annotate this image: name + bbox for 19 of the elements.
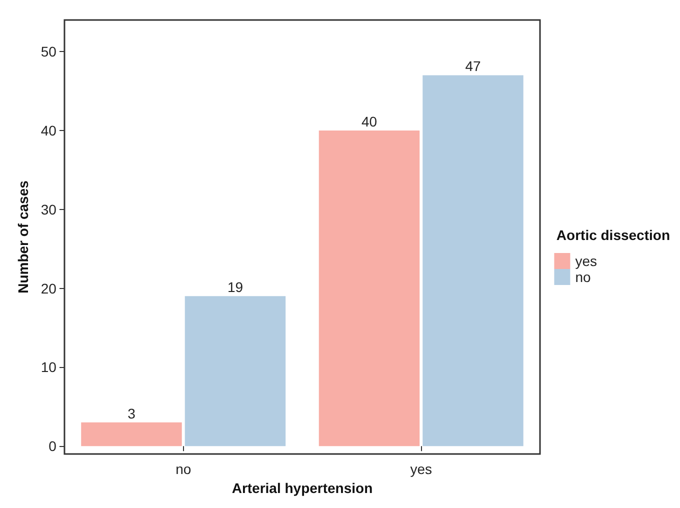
bar bbox=[184, 296, 286, 446]
data-label: 47 bbox=[465, 58, 481, 74]
y-tick-label: 20 bbox=[40, 280, 57, 296]
y-tick-label: 40 bbox=[40, 122, 57, 138]
bar bbox=[422, 75, 524, 446]
x-axis-title: Arterial hypertension bbox=[232, 480, 373, 496]
data-label: 40 bbox=[361, 113, 378, 130]
bar bbox=[81, 422, 182, 446]
data-label: 3 bbox=[128, 405, 136, 422]
y-tick-label: 30 bbox=[40, 201, 57, 218]
legend-title: Aortic dissection bbox=[556, 227, 670, 243]
legend-label: no bbox=[575, 269, 591, 285]
y-axis-title: Number of cases bbox=[15, 180, 31, 294]
legend-label: yes bbox=[575, 253, 598, 269]
bar bbox=[318, 130, 420, 446]
y-tick-label: 10 bbox=[40, 359, 57, 376]
y-tick-label: 0 bbox=[48, 438, 57, 454]
data-label: 19 bbox=[227, 279, 244, 296]
y-tick-label: 50 bbox=[40, 44, 57, 60]
